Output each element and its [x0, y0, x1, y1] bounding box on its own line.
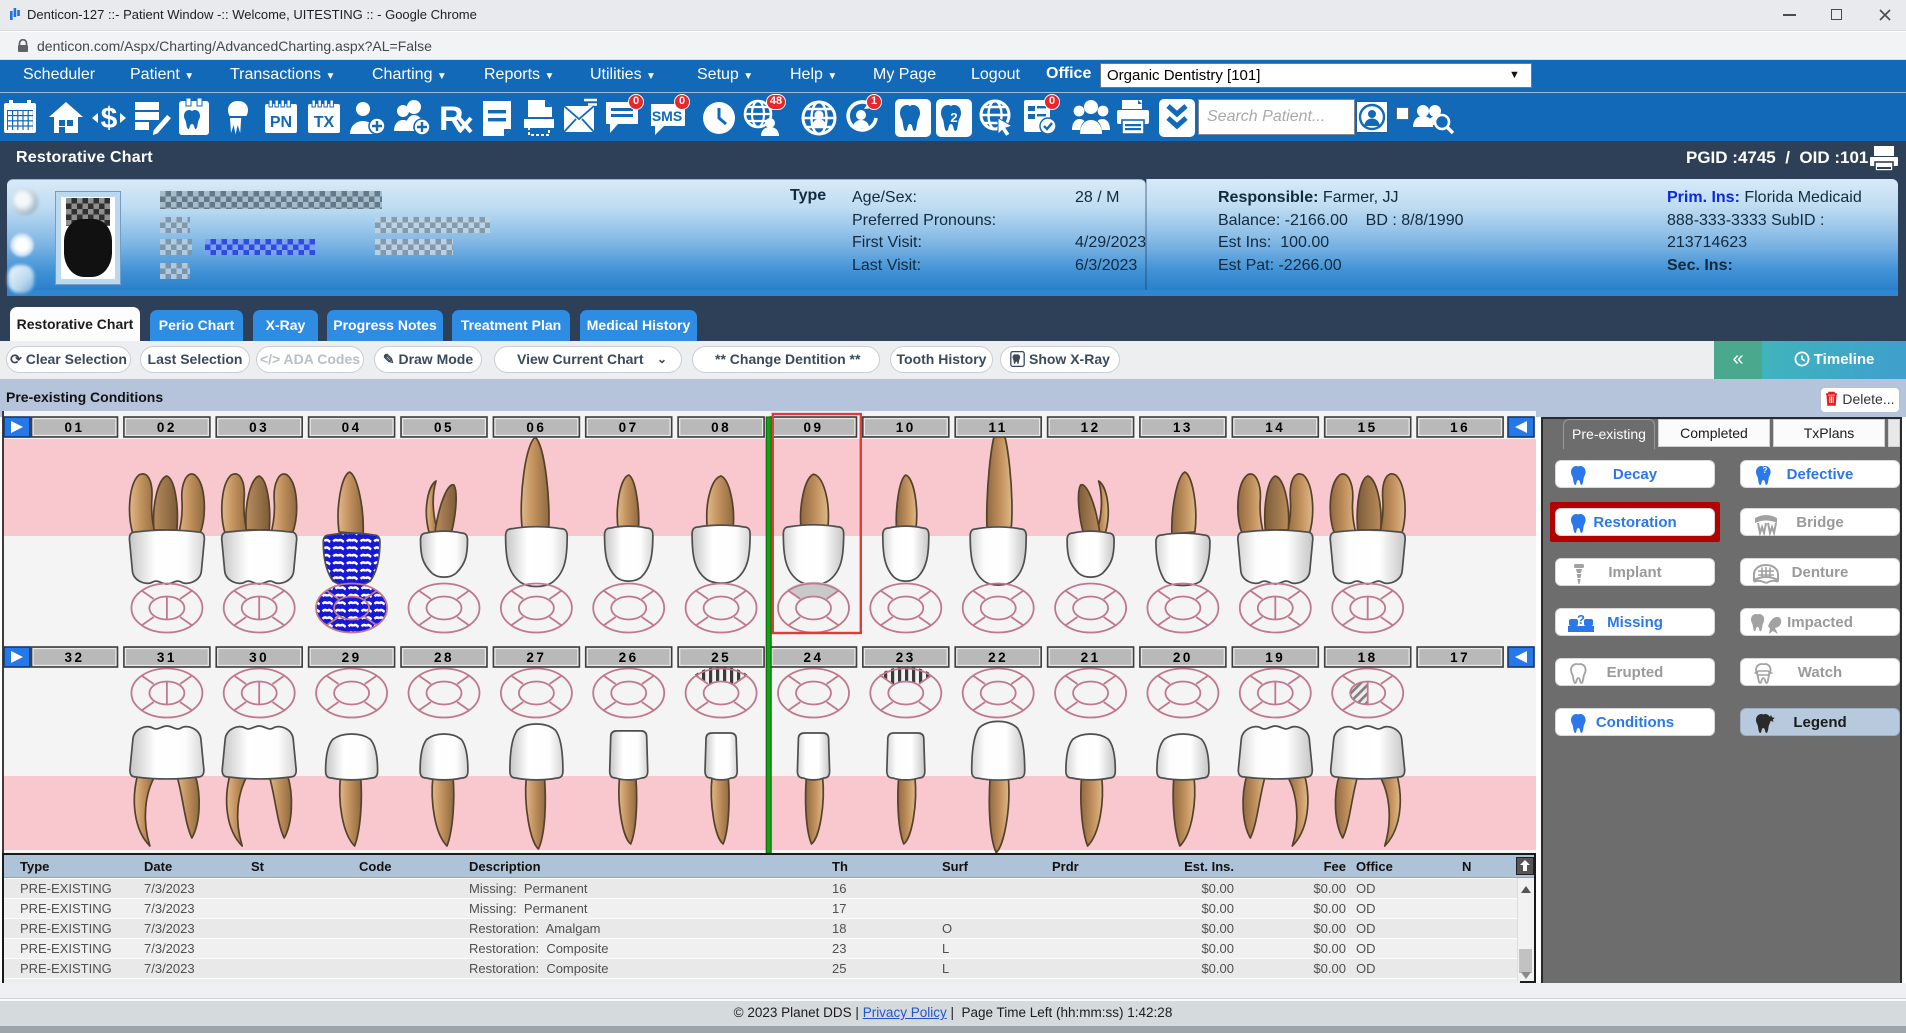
svg-text:19: 19: [1265, 650, 1285, 665]
svg-text:?: ?: [1763, 466, 1768, 475]
svg-text:21: 21: [1081, 650, 1101, 665]
svg-text:28: 28: [434, 650, 454, 665]
svg-text:$: $: [101, 102, 118, 135]
svg-text:26: 26: [619, 650, 639, 665]
svg-text:01: 01: [64, 420, 84, 435]
svg-text:23: 23: [896, 650, 916, 665]
svg-text:20: 20: [1173, 650, 1193, 665]
svg-text:15: 15: [1358, 420, 1378, 435]
svg-text:PN: PN: [270, 114, 292, 131]
svg-text:17: 17: [1450, 650, 1470, 665]
svg-text:27: 27: [526, 650, 546, 665]
svg-text:05: 05: [434, 420, 454, 435]
svg-text:08: 08: [711, 420, 731, 435]
svg-text:04: 04: [342, 420, 362, 435]
svg-text:03: 03: [249, 420, 269, 435]
svg-text:14: 14: [1265, 420, 1285, 435]
svg-text:18: 18: [1358, 650, 1378, 665]
svg-text:12: 12: [1081, 420, 1101, 435]
svg-text:02: 02: [157, 420, 177, 435]
svg-text:09: 09: [803, 420, 823, 435]
svg-text:29: 29: [342, 650, 362, 665]
svg-text:TX: TX: [314, 114, 335, 131]
svg-text:07: 07: [619, 420, 639, 435]
svg-text:24: 24: [803, 650, 823, 665]
svg-text:SMS: SMS: [652, 108, 682, 124]
svg-text:?: ?: [1577, 612, 1585, 627]
svg-text:30: 30: [249, 650, 269, 665]
svg-text:06: 06: [526, 420, 546, 435]
svg-text:31: 31: [157, 650, 177, 665]
svg-text:13: 13: [1173, 420, 1193, 435]
svg-text:32: 32: [64, 650, 84, 665]
svg-text:25: 25: [711, 650, 731, 665]
svg-text:11: 11: [989, 420, 1008, 435]
svg-text:2: 2: [950, 110, 957, 125]
svg-text:10: 10: [896, 420, 916, 435]
svg-text:22: 22: [988, 650, 1008, 665]
svg-text:16: 16: [1450, 420, 1470, 435]
